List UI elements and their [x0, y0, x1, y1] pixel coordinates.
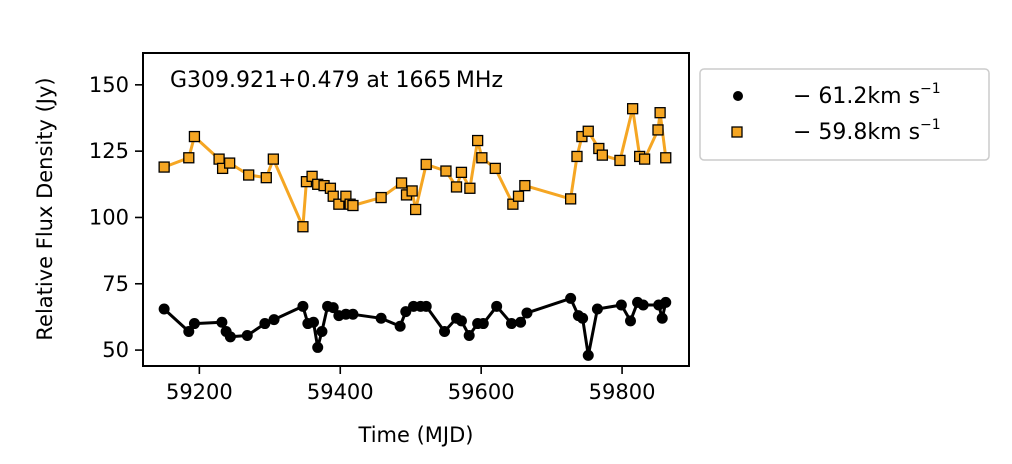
data-point: [183, 152, 195, 164]
data-point: [660, 296, 672, 308]
data-point: [660, 152, 672, 164]
series-layer: [158, 103, 672, 361]
y-axis-label: Relative Flux Density (Jy): [33, 77, 57, 340]
data-point: [347, 199, 359, 212]
data-point: [158, 161, 170, 173]
data-point: [188, 130, 201, 143]
data-point: [307, 316, 319, 328]
data-point: [455, 166, 468, 179]
x-tick-label: 59200: [166, 380, 233, 404]
x-tick-label: 59600: [448, 380, 515, 404]
data-point: [183, 326, 195, 338]
data-point: [654, 107, 666, 119]
data-point: [582, 125, 594, 137]
y-tick-label: 100: [89, 205, 129, 229]
data-point: [489, 162, 501, 175]
y-axis: 50 75 100 125 150: [89, 73, 143, 362]
data-point: [463, 329, 475, 341]
chart-title: G309.921+0.479 at 1665 MHz: [170, 68, 503, 93]
data-point: [450, 181, 463, 193]
legend-label-series-1: − 61.2km s−1: [793, 81, 941, 109]
x-tick-label: 59400: [307, 380, 374, 404]
data-point: [241, 329, 253, 341]
data-point: [571, 150, 583, 163]
data-point: [582, 349, 594, 361]
data-point: [400, 306, 412, 318]
data-point: [512, 190, 525, 202]
data-point: [333, 198, 345, 210]
y-tick-label: 150: [89, 73, 129, 97]
data-point: [316, 326, 328, 338]
data-point: [521, 307, 533, 319]
data-point: [476, 152, 488, 164]
data-point: [614, 154, 626, 167]
data-point: [224, 157, 236, 169]
data-point: [519, 179, 531, 192]
data-point: [297, 300, 309, 312]
legend-marker-square: [731, 126, 743, 138]
data-point: [312, 341, 324, 353]
data-point: [477, 318, 489, 330]
data-point: [439, 326, 451, 338]
x-tick-label: 59800: [589, 380, 656, 404]
data-point: [625, 315, 637, 327]
legend-label-series-2: − 59.8km s−1: [793, 117, 941, 145]
data-point: [213, 153, 225, 165]
data-point: [652, 124, 664, 136]
legend-marker-circle: [733, 91, 743, 101]
data-point: [596, 149, 608, 161]
data-point: [216, 316, 228, 328]
data-point: [638, 153, 651, 165]
x-axis: 59200 59400 59600 59800: [166, 366, 656, 404]
data-point: [347, 308, 359, 320]
data-point: [158, 303, 170, 315]
x-axis-label: Time (MJD): [358, 423, 474, 447]
data-point: [188, 318, 200, 330]
legend: − 61.2km s−1 − 59.8km s−1: [699, 68, 990, 161]
data-point: [515, 316, 527, 328]
data-point: [260, 172, 272, 184]
data-point: [420, 158, 432, 171]
data-point: [420, 300, 432, 312]
data-point: [464, 182, 476, 194]
data-point: [455, 315, 467, 327]
data-point: [615, 299, 627, 311]
data-point: [491, 300, 503, 312]
data-point: [259, 318, 271, 330]
data-point: [656, 312, 668, 324]
data-point: [577, 312, 589, 324]
data-point: [375, 191, 387, 204]
data-point: [564, 193, 577, 205]
y-tick-label: 125: [89, 139, 129, 163]
data-point: [406, 185, 418, 197]
data-point: [395, 177, 408, 189]
data-point: [471, 134, 484, 147]
data-point: [591, 303, 603, 315]
data-point: [626, 103, 639, 115]
data-point: [394, 320, 406, 332]
data-point: [375, 312, 387, 324]
data-point: [268, 314, 280, 326]
data-point: [505, 318, 517, 330]
data-point: [637, 299, 649, 311]
data-point: [440, 165, 452, 177]
legend-box: [699, 68, 990, 161]
y-tick-label: 50: [102, 338, 129, 362]
data-point: [565, 292, 577, 304]
plot-frame: [142, 52, 690, 367]
data-point: [267, 153, 279, 165]
y-tick-label: 75: [102, 272, 129, 296]
data-point: [243, 169, 255, 181]
data-point: [224, 331, 236, 343]
data-point: [297, 221, 309, 233]
data-point: [409, 203, 422, 216]
data-point: [327, 302, 339, 314]
